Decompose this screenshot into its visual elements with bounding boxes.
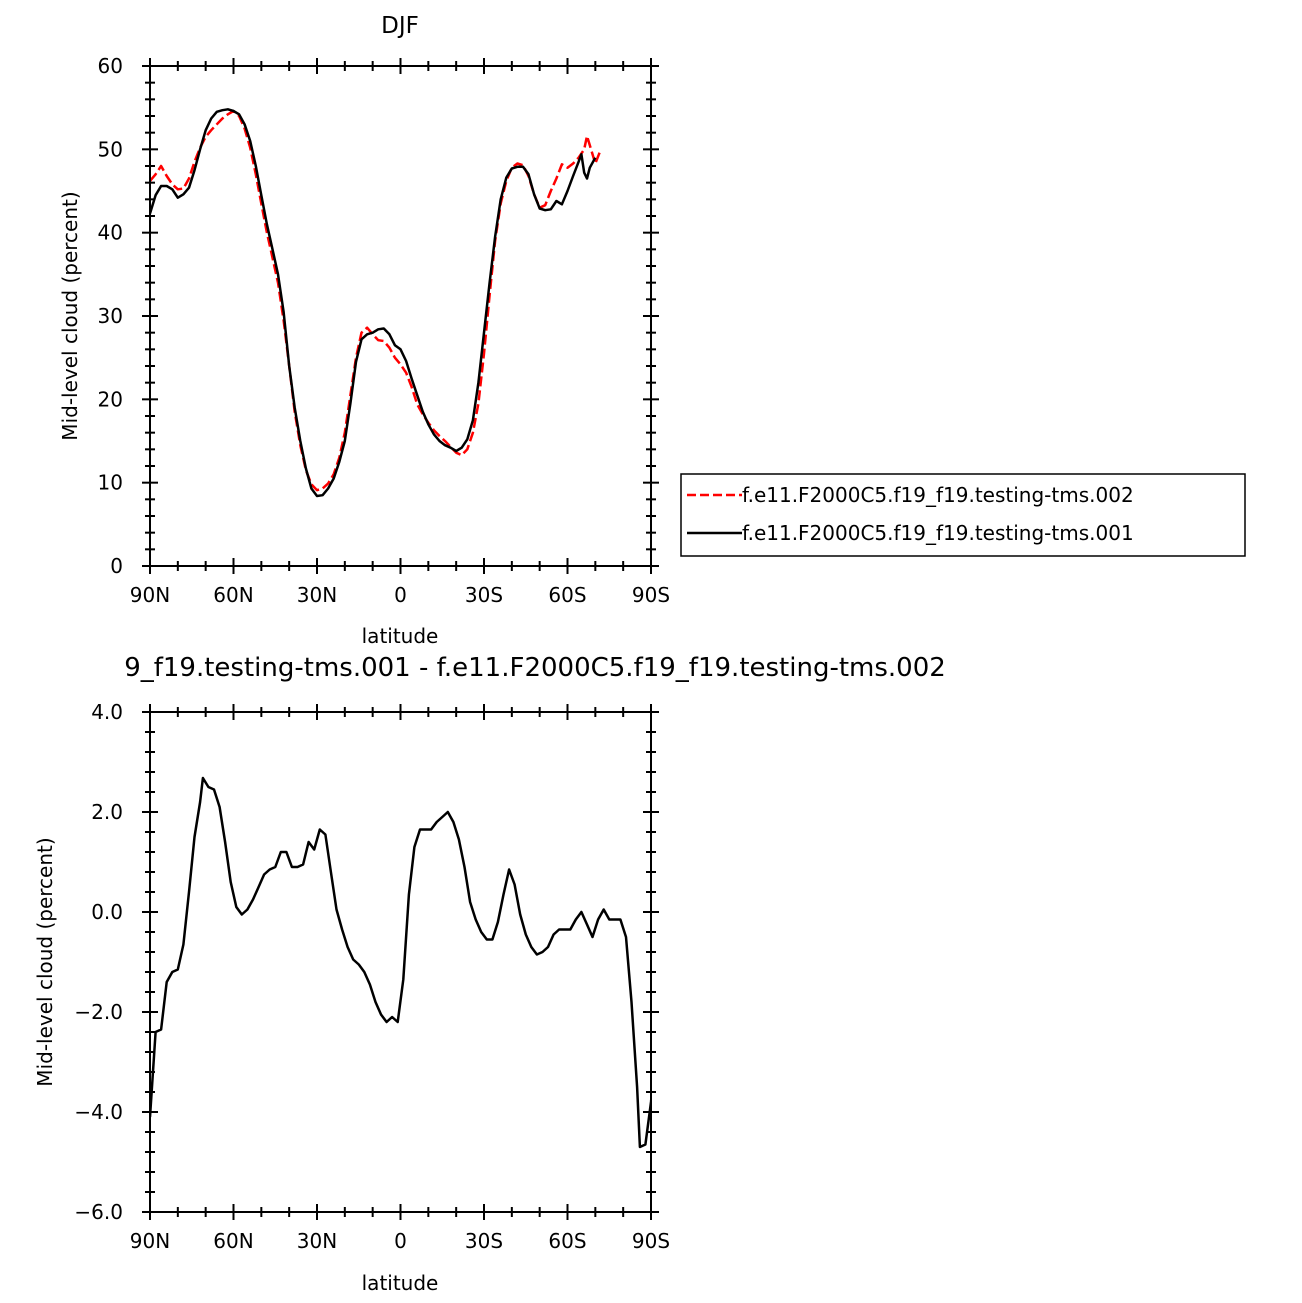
bottom-x-tick-label: 60S [548,1229,586,1253]
bottom-y-tick-label: 2.0 [91,800,123,824]
top-x-axis-label: latitude [362,624,439,648]
top-axes: 90N 60N 30N 0 30S 60S 90S 0 10 20 30 40 50 60 [98,54,671,607]
legend: f.e11.F2000C5.f19_f19.testing-tms.002 f.… [680,473,1246,557]
bottom-x-tick-label: 0 [394,1229,407,1253]
top-y-tick-label: 0 [110,554,123,578]
bottom-series-line-1 [150,776,651,1149]
bottom-y-tick-label: −6.0 [74,1200,123,1224]
top-x-tick-label: 90N [130,583,170,607]
top-chart-title: DJF [381,13,419,39]
bottom-chart-marks [150,776,651,1149]
top-series-line-2 [150,108,597,498]
top-y-tick-label: 40 [98,221,123,245]
legend-label-series-2: f.e11.F2000C5.f19_f19.testing-tms.001 [742,521,1134,545]
top-y-tick-label: 20 [98,387,123,411]
bottom-x-tick-label: 60N [213,1229,253,1253]
top-x-tick-label: 0 [394,583,407,607]
bottom-axes: 90N 60N 30N 0 30S 60S 90S −6.0 −4.0 −2.0 0.0 2.0 4.0 [74,700,670,1253]
top-x-tick-label: 60S [548,583,586,607]
bottom-x-tick-label: 90N [130,1229,170,1253]
top-y-tick-label: 60 [98,54,123,78]
top-x-tick-label: 60N [213,583,253,607]
top-series-line-1 [150,109,603,492]
bottom-plot-frame [149,711,652,1213]
top-chart-marks [150,108,603,498]
top-x-tick-label: 90S [632,583,670,607]
top-y-axis-label: Mid-level cloud (percent) [58,191,82,440]
top-x-tick-label: 30S [465,583,503,607]
bottom-x-tick-label: 30S [465,1229,503,1253]
bottom-y-axis-label: Mid-level cloud (percent) [33,837,57,1086]
bottom-y-tick-label: −2.0 [74,1000,123,1024]
top-panel: DJF 90N 60N 30N 0 30S 60S 90S 0 10 20 30 40 50 60 lat… [58,13,670,648]
bottom-panel: 9_f19.testing-tms.001 - f.e11.F2000C5.f1… [33,653,946,1295]
legend-box [680,473,1246,557]
bottom-x-tick-label: 30N [297,1229,337,1253]
top-x-tick-label: 30N [297,583,337,607]
bottom-chart-title: 9_f19.testing-tms.001 - f.e11.F2000C5.f1… [124,653,946,683]
bottom-x-axis-label: latitude [362,1271,439,1295]
top-y-tick-label: 10 [98,471,123,495]
top-plot-frame [149,65,652,567]
bottom-x-tick-label: 90S [632,1229,670,1253]
bottom-y-tick-label: 0.0 [91,900,123,924]
top-y-tick-label: 50 [98,137,123,161]
bottom-y-tick-label: 4.0 [91,700,123,724]
top-y-tick-label: 30 [98,304,123,328]
legend-label-series-1: f.e11.F2000C5.f19_f19.testing-tms.002 [742,483,1134,507]
bottom-y-tick-label: −4.0 [74,1100,123,1124]
